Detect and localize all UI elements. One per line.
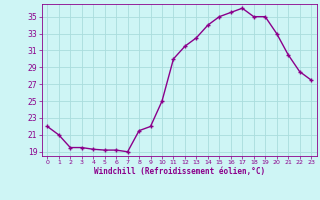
X-axis label: Windchill (Refroidissement éolien,°C): Windchill (Refroidissement éolien,°C) — [94, 167, 265, 176]
